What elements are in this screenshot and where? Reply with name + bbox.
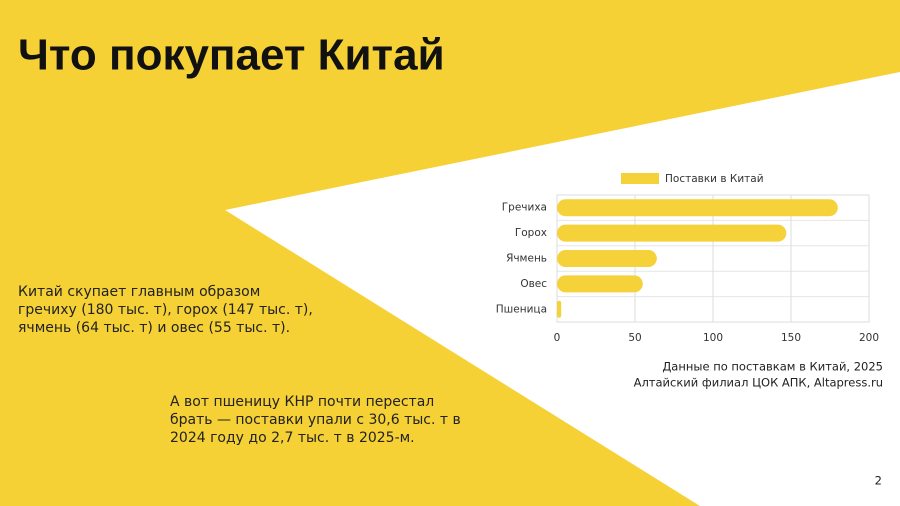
legend-label: Поставки в Китай — [665, 173, 764, 185]
y-tick-label: Овес — [520, 278, 547, 290]
paragraph-line: 2024 году до 2,7 тыс. т в 2025-м. — [170, 430, 415, 446]
paragraph-line: А вот пшеницу КНР почти перестал — [170, 394, 434, 410]
y-tick-label: Ячмень — [506, 253, 547, 265]
paragraph-line: ячмень (64 тыс. т) и овес (55 тыс. т). — [18, 320, 290, 336]
x-tick-label: 0 — [554, 332, 561, 344]
slide-title: Что покупает Китай — [18, 31, 445, 80]
y-tick-label: Пшеница — [496, 303, 547, 315]
paragraph-line: Китай скупает главным образом — [18, 284, 260, 300]
bar — [557, 300, 562, 318]
paragraph-line: гречиху (180 тыс. т), горох (147 тыс. т)… — [18, 302, 313, 318]
bar — [557, 250, 657, 267]
source-line: Алтайский филиал ЦОК АПК, Altapress.ru — [634, 376, 883, 390]
y-tick-label: Горох — [515, 227, 547, 239]
bar — [557, 199, 838, 217]
y-tick-label: Гречиха — [502, 202, 547, 214]
x-tick-label: 200 — [859, 332, 879, 344]
x-tick-label: 150 — [781, 332, 801, 344]
x-tick-label: 100 — [703, 332, 723, 344]
paragraph-line: брать — поставки упали с 30,6 тыс. т в — [170, 412, 461, 428]
page-number: 2 — [875, 474, 882, 488]
source-line: Данные по поставкам в Китай, 2025 — [662, 360, 883, 374]
legend-swatch — [621, 173, 659, 184]
bar — [557, 224, 787, 242]
bar — [557, 275, 643, 293]
x-tick-label: 50 — [628, 332, 641, 344]
